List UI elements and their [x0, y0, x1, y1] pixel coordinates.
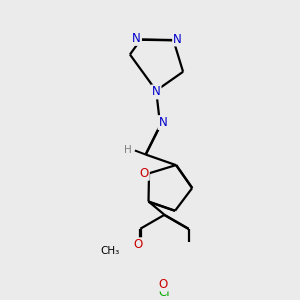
Text: N: N [173, 32, 182, 46]
Text: O: O [159, 278, 168, 291]
Text: CH₃: CH₃ [100, 246, 119, 256]
Text: Cl: Cl [159, 286, 170, 299]
Text: O: O [140, 167, 149, 180]
Text: N: N [158, 116, 167, 129]
Text: N: N [132, 32, 141, 45]
Text: H: H [124, 146, 132, 155]
Text: N: N [152, 85, 161, 98]
Text: O: O [134, 238, 143, 251]
